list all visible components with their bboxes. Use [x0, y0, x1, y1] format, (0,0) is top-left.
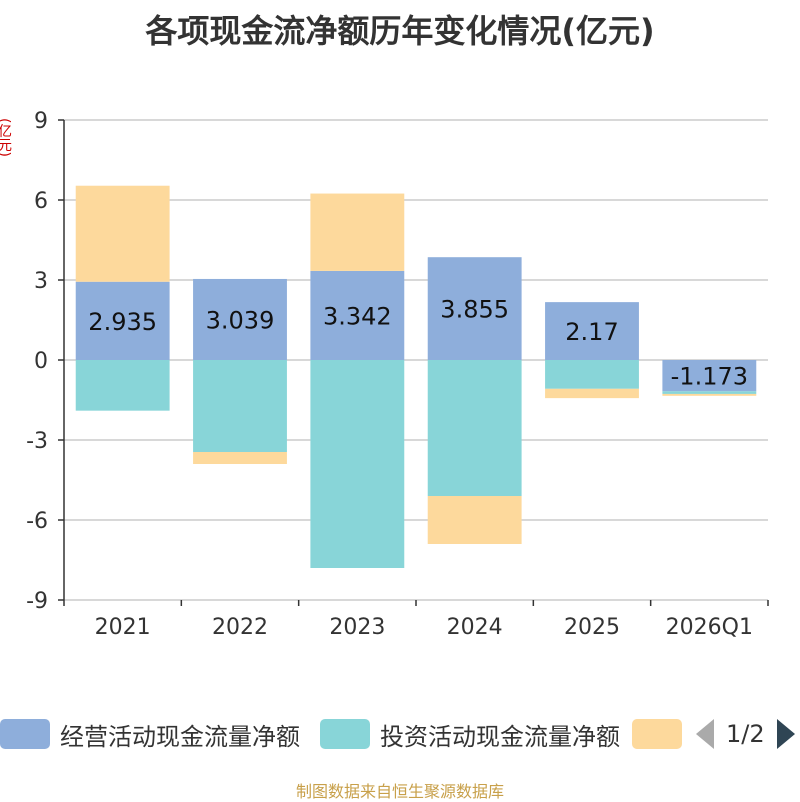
y-tick-label: -6: [26, 509, 48, 534]
bar-investing-2026Q1: [662, 391, 757, 394]
bar-financing-2023: [310, 193, 405, 271]
bar-operating-2025: [545, 302, 639, 360]
x-tick-label: 2025: [564, 615, 620, 640]
data-label: 2.17: [565, 318, 618, 346]
bar-investing-2025: [545, 360, 639, 389]
x-tick-label: 2026Q1: [666, 615, 753, 640]
bar-operating-2024: [427, 257, 522, 360]
y-tick-label: -3: [26, 429, 48, 454]
x-tick-label: 2021: [95, 615, 151, 640]
bar-operating-2021: [75, 281, 170, 360]
bar-financing-2024: [427, 496, 522, 544]
legend: 经营活动现金流量净额 投资活动现金流量净额 1/2: [0, 712, 800, 756]
y-tick-label: 3: [34, 269, 48, 294]
bar-operating-2026Q1: [662, 360, 757, 392]
bar-investing-2024: [427, 360, 522, 496]
bar-investing-2022: [193, 360, 287, 452]
bar-investing-2023: [310, 360, 405, 568]
legend-item-financing[interactable]: [632, 712, 692, 756]
y-axis-unit: (亿元): [0, 118, 12, 157]
y-tick-label: 0: [34, 349, 48, 374]
legend-label-investing: 投资活动现金流量净额: [380, 722, 620, 751]
legend-next-page-icon[interactable]: [776, 719, 795, 749]
bar-financing-2021: [75, 185, 170, 282]
bar-operating-2023: [310, 270, 405, 360]
legend-item-operating[interactable]: 经营活动现金流量净额: [0, 712, 300, 756]
legend-pager: 1/2: [696, 712, 795, 756]
bar-financing-2026Q1: [662, 393, 757, 396]
bar-financing-2025: [545, 388, 639, 399]
legend-swatch-investing: [320, 719, 370, 749]
legend-prev-page-icon[interactable]: [696, 719, 714, 749]
y-tick-label: 9: [34, 109, 48, 134]
stacked-bar-chart: 9 6 3 0 -3 -6 -9 2.935 2021 3.039 2022 3.342 2023 3.8…: [26, 109, 769, 640]
y-tick-label: -9: [26, 589, 48, 614]
x-tick-label: 2022: [212, 615, 268, 640]
data-label: 3.855: [440, 296, 509, 324]
data-label: 3.342: [323, 302, 392, 330]
source-footer: 制图数据来自恒生聚源数据库: [295, 782, 504, 801]
data-label: -1.173: [671, 363, 748, 391]
x-tick-label: 2024: [447, 615, 503, 640]
legend-label-operating: 经营活动现金流量净额: [60, 722, 300, 751]
x-tick-label: 2023: [329, 615, 385, 640]
bar-financing-2022: [193, 452, 287, 464]
legend-swatch-financing: [632, 719, 682, 749]
bar-operating-2022: [193, 278, 287, 360]
legend-item-investing[interactable]: 投资活动现金流量净额: [320, 712, 620, 756]
data-label: 3.039: [206, 306, 275, 334]
bar-investing-2021: [75, 360, 170, 411]
data-label: 2.935: [88, 308, 157, 336]
legend-swatch-operating: [0, 719, 50, 749]
chart-title: 各项现金流净额历年变化情况(亿元): [145, 12, 655, 50]
legend-page-number: 1/2: [726, 720, 765, 748]
y-tick-label: 6: [34, 189, 48, 214]
